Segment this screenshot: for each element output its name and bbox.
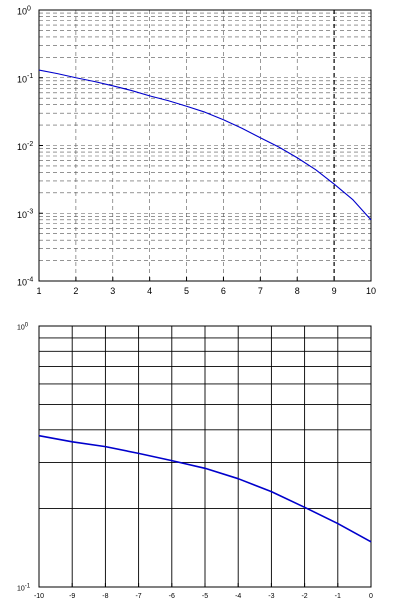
- x-tick-label: 1: [36, 286, 41, 296]
- x-tick-label: 5: [184, 286, 189, 296]
- x-tick-label: -7: [135, 593, 141, 600]
- x-tick-label: -6: [169, 593, 175, 600]
- x-tick-label: -3: [268, 593, 274, 600]
- x-tick-label: 6: [221, 286, 226, 296]
- x-tick-label: 2: [73, 286, 78, 296]
- series-line: [38, 69, 372, 221]
- y-tick-label-exponent: -1: [27, 73, 33, 80]
- series-group: [38, 69, 372, 221]
- y-tick-label-exponent: 0: [25, 322, 29, 328]
- y-tick-label-base: 10: [17, 278, 27, 288]
- y-tick-label-base: 10: [17, 142, 27, 152]
- x-tick-label: 4: [147, 286, 152, 296]
- y-tick-label-base: 10: [17, 325, 25, 332]
- y-tick-label-base: 10: [17, 586, 25, 593]
- grid: [39, 10, 371, 281]
- y-tick-label-exponent: -4: [27, 276, 33, 283]
- series-group: [38, 434, 372, 543]
- x-tick-label: -5: [202, 593, 208, 600]
- x-tick-label: -2: [301, 593, 307, 600]
- x-tick-label: 9: [332, 286, 337, 296]
- series-line: [38, 434, 372, 543]
- y-tick-label-base: 10: [17, 74, 27, 84]
- x-tick-label: -10: [34, 593, 44, 600]
- x-tick-label: 8: [295, 286, 300, 296]
- y-tick-label: 100: [17, 322, 29, 331]
- x-tick-label: 7: [258, 286, 263, 296]
- y-tick-label-exponent: -3: [27, 209, 33, 216]
- x-axis: -10 -9 -8 -7 -6 -5 -4 -3 -2 -1 0: [34, 583, 373, 600]
- grid: [39, 326, 371, 587]
- y-tick-label: 10-1: [17, 583, 31, 592]
- y-tick-label-exponent: -1: [25, 583, 31, 589]
- x-tick-label: 3: [110, 286, 115, 296]
- y-tick-label: 10-2: [17, 141, 33, 152]
- y-tick-label: 10-1: [17, 73, 33, 84]
- x-tick-label: 10: [366, 286, 376, 296]
- x-axis: 1 2 3 4 5 6 7 8 9 10: [36, 277, 376, 296]
- x-tick-label: -4: [235, 593, 241, 600]
- y-tick-label-exponent: -2: [27, 141, 33, 148]
- x-tick-label: -8: [102, 593, 108, 600]
- y-tick-label-base: 10: [17, 210, 27, 220]
- y-tick-label-exponent: 0: [27, 5, 31, 12]
- y-tick-label: 10-3: [17, 209, 33, 220]
- x-tick-label: 0: [369, 593, 373, 600]
- y-tick-label-base: 10: [17, 7, 27, 17]
- x-tick-label: -1: [335, 593, 341, 600]
- y-tick-label: 10-4: [17, 276, 33, 287]
- y-tick-label: 100: [17, 5, 31, 16]
- x-tick-label: -9: [69, 593, 75, 600]
